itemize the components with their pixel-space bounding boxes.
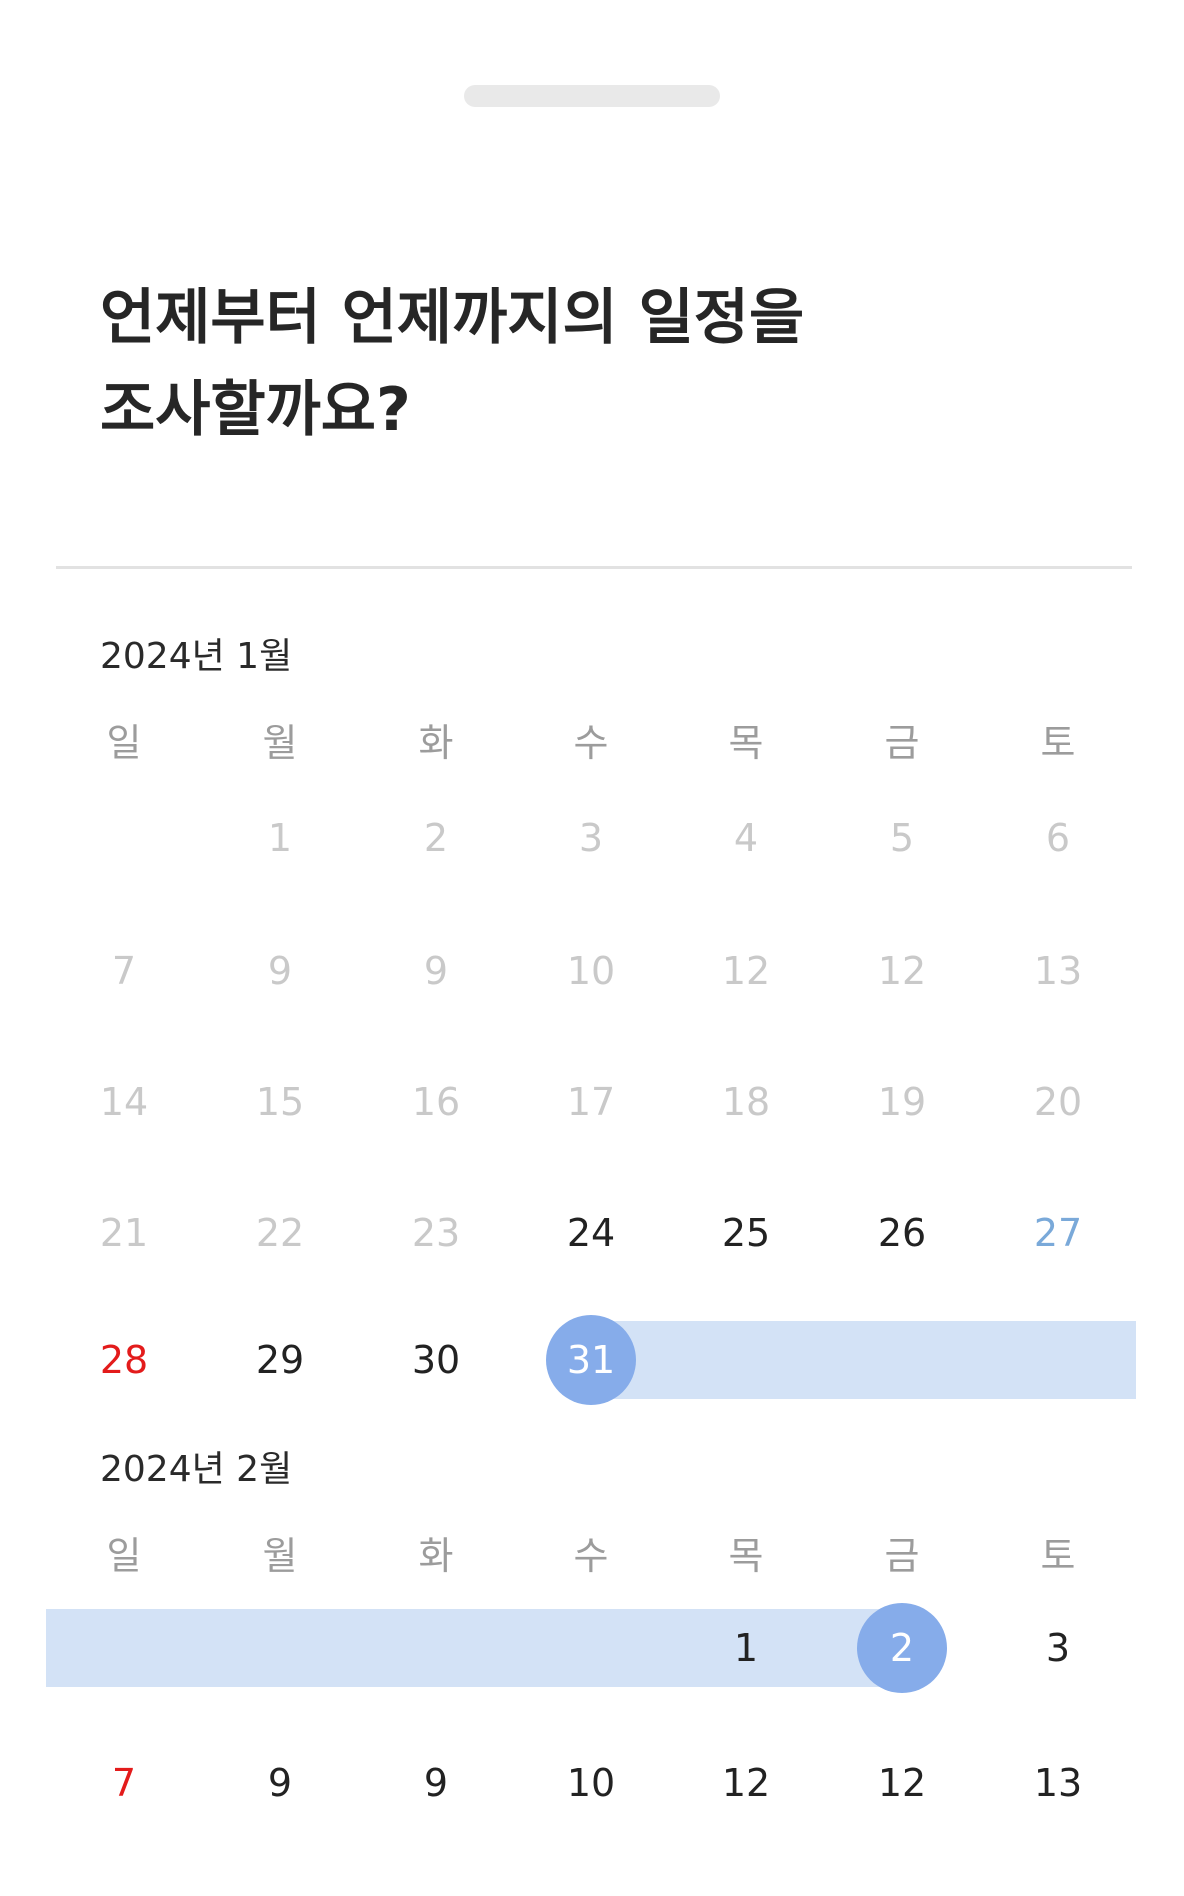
- week-row: 1 2 3 4 5 6: [46, 798, 1136, 878]
- calendar-day: 10: [566, 949, 616, 993]
- calendar-day: 15: [255, 1080, 305, 1124]
- calendar-day[interactable]: 3: [1045, 1626, 1071, 1670]
- week-row: 21 22 23 24 25 26 27: [46, 1193, 1136, 1273]
- weekday-label: 목: [728, 1534, 764, 1578]
- calendar-day-range-start[interactable]: 31: [531, 1315, 651, 1405]
- weekday-label: 수: [573, 721, 609, 765]
- calendar-day[interactable]: 30: [411, 1338, 461, 1382]
- weekday-label: 수: [573, 1534, 609, 1578]
- calendar-day: 12: [877, 949, 927, 993]
- calendar-day[interactable]: 13: [1033, 1761, 1083, 1805]
- calendar-day: 17: [566, 1080, 616, 1124]
- weekday-label: 토: [1040, 1534, 1076, 1578]
- weekday-label: 화: [418, 721, 454, 765]
- calendar-day[interactable]: 12: [721, 1761, 771, 1805]
- page-title-line-2: 조사할까요?: [100, 375, 411, 445]
- calendar-day[interactable]: 28: [99, 1338, 149, 1382]
- page-title-line-1: 언제부터 언제까지의 일정을: [100, 283, 805, 353]
- calendar-day: 4: [733, 816, 759, 860]
- calendar-day[interactable]: 27: [1033, 1211, 1083, 1255]
- selected-range-band: [591, 1321, 1136, 1399]
- calendar-day[interactable]: 29: [255, 1338, 305, 1382]
- bottom-sheet-handle[interactable]: [464, 85, 720, 107]
- calendar-day[interactable]: 9: [423, 1761, 449, 1805]
- calendar-day: 3: [578, 816, 604, 860]
- calendar-day: 23: [411, 1211, 461, 1255]
- selected-range-band: [46, 1609, 902, 1687]
- weekday-label: 일: [106, 1534, 142, 1578]
- calendar-day: 18: [721, 1080, 771, 1124]
- calendar-day: 7: [111, 949, 137, 993]
- calendar-day: 21: [99, 1211, 149, 1255]
- calendar-day: 16: [411, 1080, 461, 1124]
- calendar-day: 9: [267, 949, 293, 993]
- calendar-day: 1: [267, 816, 293, 860]
- weekday-label: 목: [728, 721, 764, 765]
- calendar-day: 13: [1033, 949, 1083, 993]
- weekday-label: 금: [884, 721, 920, 765]
- calendar-day: 6: [1045, 816, 1071, 860]
- calendar-day: 19: [877, 1080, 927, 1124]
- calendar-day[interactable]: 12: [877, 1761, 927, 1805]
- calendar-day[interactable]: 24: [566, 1211, 616, 1255]
- weekday-label: 토: [1040, 721, 1076, 765]
- calendar-day: 9: [423, 949, 449, 993]
- calendar-day: 12: [721, 949, 771, 993]
- week-row: 7 9 9 10 12 12 13: [46, 1743, 1136, 1823]
- month-label: 2024년 2월: [100, 1449, 293, 1490]
- week-row: 28 29 30 31: [46, 1315, 1136, 1405]
- week-row: 14 15 16 17 18 19 20: [46, 1062, 1136, 1142]
- selected-day-circle: [546, 1315, 636, 1405]
- weekday-label: 일: [106, 721, 142, 765]
- calendar-day[interactable]: 1: [733, 1626, 759, 1670]
- calendar-day: 14: [99, 1080, 149, 1124]
- calendar-day[interactable]: 7: [111, 1761, 137, 1805]
- calendar-day-range-end[interactable]: 2: [842, 1603, 962, 1693]
- divider: [56, 566, 1132, 569]
- week-row: 7 9 9 10 12 12 13: [46, 931, 1136, 1011]
- weekday-label: 월: [262, 1534, 298, 1578]
- calendar-day[interactable]: 10: [566, 1761, 616, 1805]
- week-row: 1 2 3: [46, 1603, 1136, 1693]
- calendar-day[interactable]: 25: [721, 1211, 771, 1255]
- selected-day-circle: [857, 1603, 947, 1693]
- calendar-day[interactable]: 26: [877, 1211, 927, 1255]
- calendar-day: 2: [423, 816, 449, 860]
- page-title: 언제부터 언제까지의 일정을 조사할까요?: [100, 272, 1100, 456]
- weekday-label: 월: [262, 721, 298, 765]
- calendar-day: 20: [1033, 1080, 1083, 1124]
- calendar-day: 22: [255, 1211, 305, 1255]
- weekday-label: 화: [418, 1534, 454, 1578]
- month-label: 2024년 1월: [100, 636, 293, 677]
- weekday-label: 금: [884, 1534, 920, 1578]
- calendar-day[interactable]: 9: [267, 1761, 293, 1805]
- calendar-day: 5: [889, 816, 915, 860]
